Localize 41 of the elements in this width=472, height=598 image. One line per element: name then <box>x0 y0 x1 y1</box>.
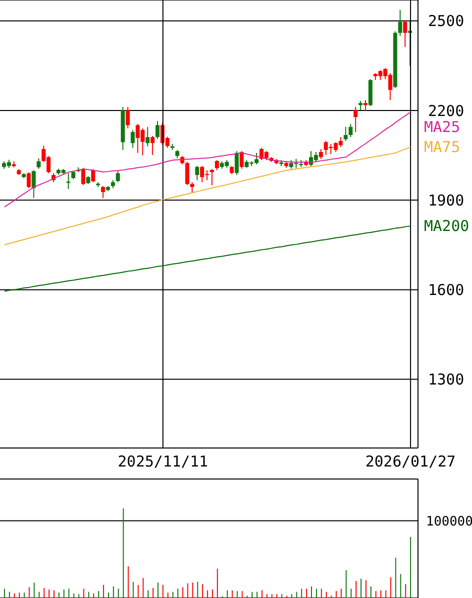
x-tick-label: 2025/11/11 <box>118 452 208 471</box>
candlestick <box>240 150 244 170</box>
line-series <box>4 146 412 246</box>
candlestick <box>26 172 31 189</box>
candlestick <box>190 182 194 194</box>
candlestick <box>36 158 41 170</box>
candlestick <box>398 9 402 36</box>
candlestick <box>66 172 70 190</box>
series-label: MA75 <box>424 138 460 156</box>
candlestick <box>234 150 239 176</box>
y-tick-label: 1600 <box>428 281 464 300</box>
candlestick <box>126 106 130 129</box>
candlestick <box>348 123 353 138</box>
candlestick <box>116 170 120 183</box>
candlestick <box>354 106 358 133</box>
candlestick <box>81 167 86 186</box>
x-tick-label: 2026/01/27 <box>365 452 456 471</box>
candlestick <box>210 168 214 186</box>
y-tick-label: 100000 <box>426 514 472 530</box>
candlestick <box>318 148 323 160</box>
y-tick-label: 2200 <box>428 102 464 120</box>
line-series <box>4 226 412 292</box>
candlestick <box>344 126 348 142</box>
series-label: MA200 <box>424 217 470 236</box>
candlestick <box>32 170 36 199</box>
candlestick <box>214 160 219 171</box>
candlestick <box>195 165 200 181</box>
candlestick <box>146 126 150 147</box>
candlestick <box>101 186 106 199</box>
y-tick-label: 1300 <box>428 370 464 389</box>
y-tick-label: 2500 <box>428 12 464 30</box>
candlestick <box>185 161 190 186</box>
candlestick <box>403 20 408 48</box>
candlestick <box>150 135 155 156</box>
y-tick-label: 1900 <box>428 191 464 210</box>
candlestick <box>91 168 96 183</box>
candlestick <box>130 129 135 148</box>
candlestick <box>363 100 368 112</box>
line-series <box>4 112 412 208</box>
series-label: MA25 <box>424 118 460 136</box>
candlestick <box>156 120 160 140</box>
